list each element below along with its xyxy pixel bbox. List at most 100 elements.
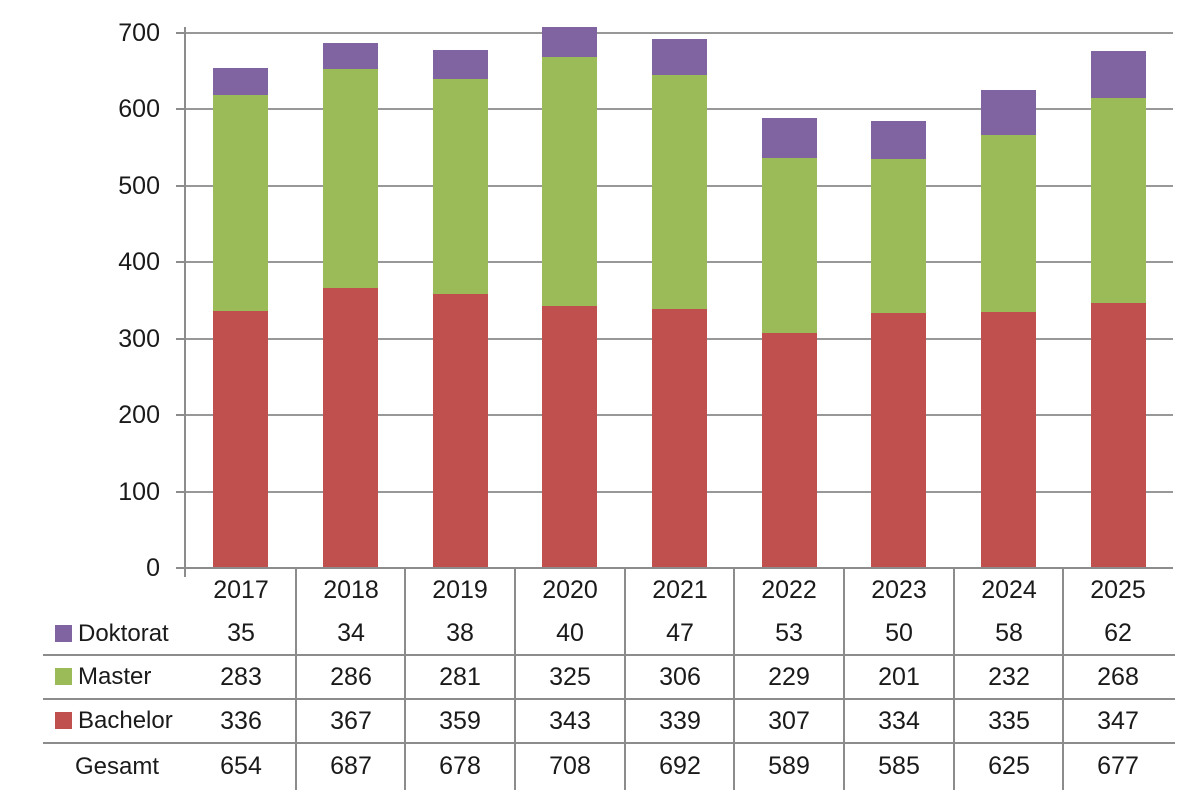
cell-doktorat-2022: 53 [775, 619, 803, 647]
year-header-2024: 2024 [981, 576, 1037, 604]
cell-master-2021: 306 [659, 663, 701, 691]
cell-bachelor-2022: 307 [768, 707, 810, 735]
cell-master-2017: 283 [220, 663, 262, 691]
y-axis-tick [176, 185, 186, 187]
y-axis-label-500: 500 [118, 172, 160, 200]
cell-gesamt-2020: 708 [549, 752, 591, 780]
cell-gesamt-2022: 589 [768, 752, 810, 780]
cell-doktorat-2018: 34 [337, 619, 365, 647]
bar-segment-doktorat-2018 [323, 43, 378, 69]
year-header-2023: 2023 [871, 576, 927, 604]
cell-bachelor-2019: 359 [439, 707, 481, 735]
table-column-line [404, 568, 406, 790]
legend-swatch-doktorat [55, 625, 72, 642]
cell-bachelor-2021: 339 [659, 707, 701, 735]
year-header-2019: 2019 [432, 576, 488, 604]
bar-segment-master-2020 [542, 57, 597, 306]
bar-segment-doktorat-2019 [433, 50, 488, 79]
cell-gesamt-2024: 625 [988, 752, 1030, 780]
bar-segment-bachelor-2025 [1091, 303, 1146, 568]
y-axis-tick [176, 338, 186, 340]
cell-gesamt-2021: 692 [659, 752, 701, 780]
bar-segment-doktorat-2020 [542, 27, 597, 57]
cell-bachelor-2024: 335 [988, 707, 1030, 735]
bar-segment-doktorat-2024 [981, 90, 1036, 135]
year-header-2025: 2025 [1090, 576, 1146, 604]
bar-segment-bachelor-2021 [652, 309, 707, 568]
y-axis-label-700: 700 [118, 19, 160, 47]
cell-master-2019: 281 [439, 663, 481, 691]
bar-segment-bachelor-2019 [433, 294, 488, 568]
year-header-2020: 2020 [542, 576, 598, 604]
year-header-2017: 2017 [213, 576, 269, 604]
year-header-2021: 2021 [652, 576, 708, 604]
table-column-line [843, 568, 845, 790]
table-column-line [1062, 568, 1064, 790]
bar-segment-bachelor-2024 [981, 312, 1036, 568]
bar-segment-bachelor-2023 [871, 313, 926, 568]
cell-master-2022: 229 [768, 663, 810, 691]
y-axis-tick [176, 491, 186, 493]
gridline [186, 32, 1173, 34]
bar-segment-master-2021 [652, 75, 707, 309]
year-header-2018: 2018 [323, 576, 379, 604]
x-axis-line [177, 567, 1173, 569]
table-row-line [43, 742, 1175, 744]
cell-bachelor-2023: 334 [878, 707, 920, 735]
cell-doktorat-2017: 35 [227, 619, 255, 647]
y-axis-tick [176, 261, 186, 263]
cell-master-2025: 268 [1097, 663, 1139, 691]
cell-gesamt-2025: 677 [1097, 752, 1139, 780]
cell-gesamt-2019: 678 [439, 752, 481, 780]
bar-segment-master-2022 [762, 158, 817, 333]
plot-area: 0 100 200 300 400 500 600 700 [118, 19, 1173, 582]
bar-segment-master-2025 [1091, 98, 1146, 303]
y-axis-tick [176, 108, 186, 110]
bar-segment-master-2024 [981, 135, 1036, 312]
table-column-line [514, 568, 516, 790]
cell-gesamt-2018: 687 [330, 752, 372, 780]
bar-segment-doktorat-2017 [213, 68, 268, 95]
table-row-line [43, 654, 1175, 656]
cell-doktorat-2019: 38 [446, 619, 474, 647]
y-axis-label-200: 200 [118, 401, 160, 429]
cell-bachelor-2025: 347 [1097, 707, 1139, 735]
cell-doktorat-2023: 50 [885, 619, 913, 647]
bar-segment-master-2018 [323, 69, 378, 288]
bar-segment-doktorat-2022 [762, 118, 817, 158]
cell-master-2024: 232 [988, 663, 1030, 691]
bar-segment-bachelor-2018 [323, 288, 378, 568]
series-label-bachelor: Bachelor [78, 707, 173, 734]
data-table: 2017 2018 2019 2020 2021 2022 2023 2024 2025 Dokt… [0, 568, 1200, 800]
cell-gesamt-2023: 585 [878, 752, 920, 780]
cell-master-2018: 286 [330, 663, 372, 691]
y-axis-label-600: 600 [118, 95, 160, 123]
cell-master-2023: 201 [878, 663, 920, 691]
bar-segment-master-2017 [213, 95, 268, 311]
legend-swatch-master [55, 668, 72, 685]
cell-doktorat-2025: 62 [1104, 619, 1132, 647]
year-header-2022: 2022 [761, 576, 817, 604]
bar-segment-master-2023 [871, 159, 926, 313]
cell-bachelor-2017: 336 [220, 707, 262, 735]
series-label-gesamt: Gesamt [75, 753, 160, 780]
y-axis-label-300: 300 [118, 325, 160, 353]
y-axis-line [184, 27, 186, 577]
table-row-line [43, 698, 1175, 700]
cell-doktorat-2024: 58 [995, 619, 1023, 647]
bar-segment-doktorat-2023 [871, 121, 926, 159]
bar-segment-doktorat-2021 [652, 39, 707, 75]
table-column-line [953, 568, 955, 790]
series-label-master: Master [78, 663, 152, 690]
bar-segment-bachelor-2022 [762, 333, 817, 568]
cell-bachelor-2018: 367 [330, 707, 372, 735]
bar-segment-bachelor-2017 [213, 311, 268, 568]
cell-doktorat-2021: 47 [666, 619, 694, 647]
table-column-line [733, 568, 735, 790]
y-axis-label-400: 400 [118, 248, 160, 276]
table-column-line [624, 568, 626, 790]
bar-segment-doktorat-2025 [1091, 51, 1146, 98]
y-axis-tick [176, 414, 186, 416]
cell-master-2020: 325 [549, 663, 591, 691]
